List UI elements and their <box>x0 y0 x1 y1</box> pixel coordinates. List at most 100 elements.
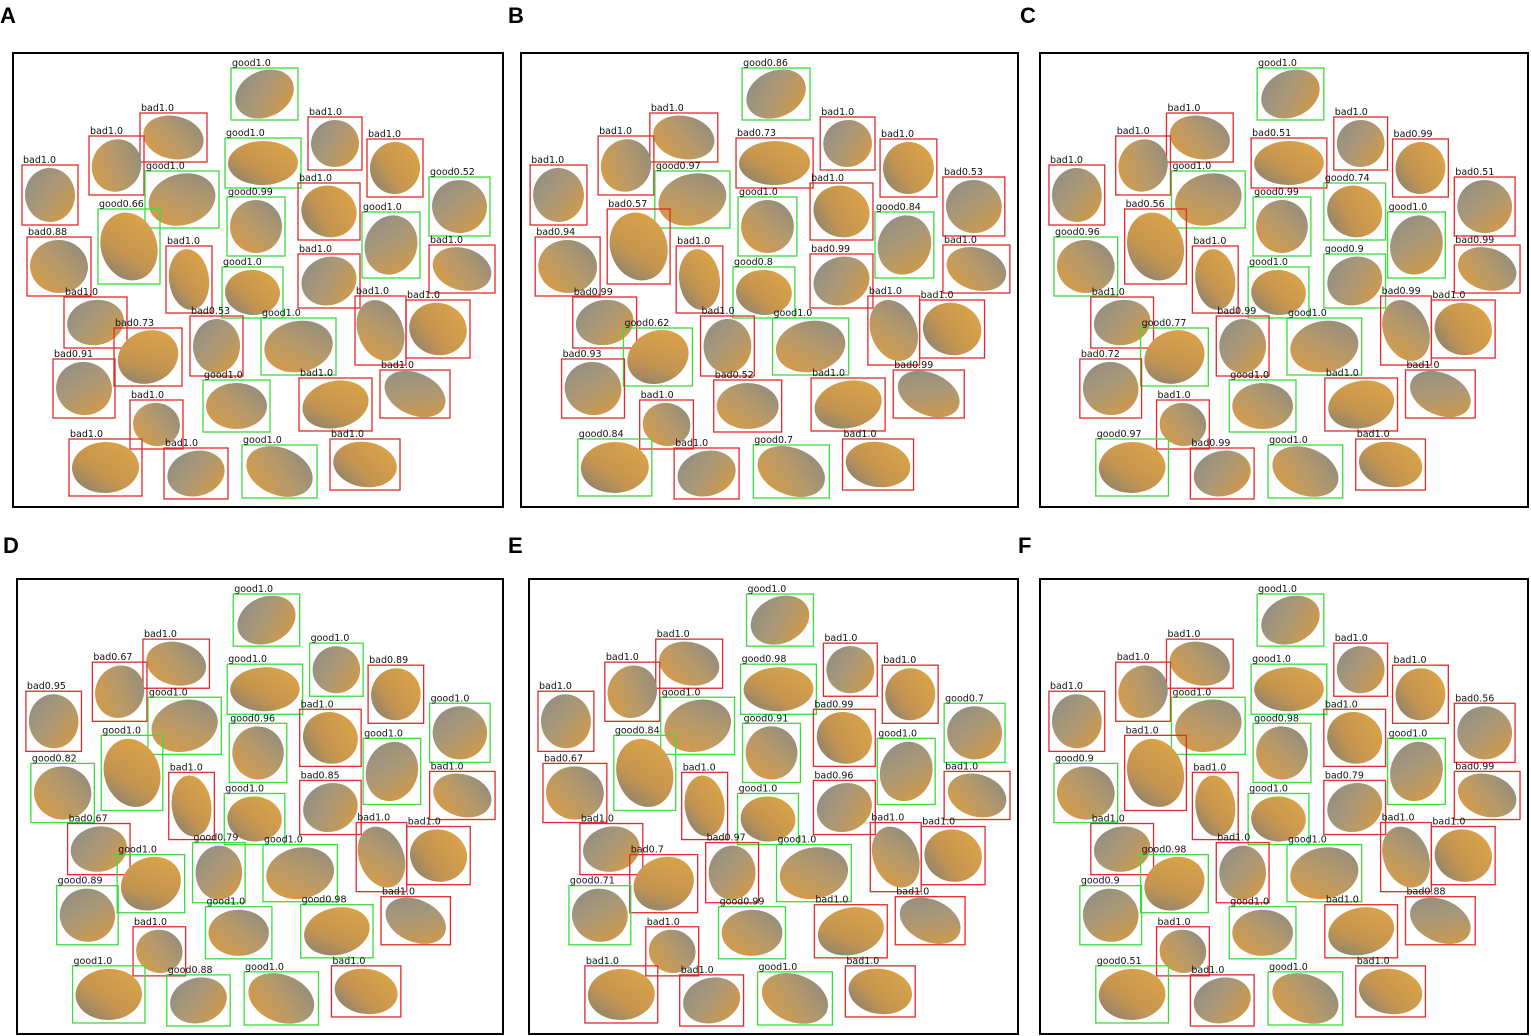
detection-label: good0.9 <box>1325 244 1364 255</box>
detection-label: good0.84 <box>579 429 624 440</box>
kernel-detection: bad1.0 <box>1355 956 1427 1018</box>
kernel <box>741 200 794 253</box>
detection-box <box>819 116 876 171</box>
kernel <box>922 302 982 356</box>
kernel <box>945 179 1002 234</box>
detection-label: good0.84 <box>615 725 660 736</box>
detection-label: good1.0 <box>228 654 267 665</box>
detection-box <box>1391 138 1449 198</box>
detection-label: good1.0 <box>364 728 403 739</box>
detection-box <box>1139 327 1209 387</box>
detection-box <box>1404 896 1476 946</box>
detection-label: bad1.0 <box>170 762 203 773</box>
detection-label: bad1.0 <box>581 814 614 825</box>
detection-box <box>675 245 724 314</box>
kernel-detection: bad0.53 <box>942 167 1006 237</box>
kernel-detection: bad1.0 <box>681 762 729 841</box>
kernel-detection: bad1.0 <box>943 761 1011 821</box>
detection-box <box>1115 661 1172 722</box>
detection-box <box>52 358 116 419</box>
detection-box <box>330 965 402 1018</box>
kernel <box>1256 726 1308 780</box>
detection-label: good1.0 <box>363 202 402 213</box>
kernel <box>899 897 961 944</box>
kernel <box>814 380 882 429</box>
detection-box <box>537 690 595 753</box>
kernel-detection: good1.0 <box>308 633 364 697</box>
detection-box <box>1252 722 1312 784</box>
detection-label: good1.0 <box>232 58 271 69</box>
detection-label: good1.0 <box>759 962 798 973</box>
detection-label: bad0.95 <box>27 681 66 692</box>
kernel <box>302 711 358 764</box>
detection-label: bad0.99 <box>811 244 850 255</box>
detection-box <box>654 170 731 229</box>
kernel-detection: bad1.0 <box>63 287 128 349</box>
detection-label: bad0.93 <box>563 349 602 360</box>
kernel-detection: bad1.0 <box>330 956 402 1018</box>
detection-label: good1.0 <box>1258 584 1297 595</box>
kernel <box>775 320 846 373</box>
detection-label: bad0.67 <box>93 652 132 663</box>
kernel-detection: bad1.0 <box>1324 368 1399 432</box>
detection-box <box>881 664 939 724</box>
kernel-detection: bad0.99 <box>1453 761 1521 821</box>
detection-box <box>428 176 491 237</box>
detection-box <box>1079 885 1143 946</box>
detection-label: bad1.0 <box>586 956 619 967</box>
detection-box <box>613 734 677 812</box>
kernel <box>364 215 418 275</box>
kernel <box>103 738 161 807</box>
detection-label: bad0.99 <box>1217 306 1256 317</box>
detection-label: good1.0 <box>431 693 470 704</box>
detection-label: bad0.56 <box>1455 693 1494 704</box>
kernel-detection: bad1.0 <box>21 155 79 226</box>
detection-box <box>629 853 699 914</box>
kernel <box>1251 796 1306 842</box>
kernel <box>708 845 756 900</box>
detection-label: good1.0 <box>234 584 273 595</box>
detection-label: bad1.0 <box>356 286 389 297</box>
detection-box <box>129 399 184 450</box>
detection-label: good0.79 <box>194 833 239 844</box>
kernel-detection: bad1.0 <box>1323 699 1387 768</box>
detection-box <box>1247 792 1310 846</box>
kernel-detection: bad0.95 <box>25 681 83 753</box>
kernel <box>409 829 468 882</box>
kernel <box>195 845 243 900</box>
detection-box <box>97 208 161 285</box>
detection-label: bad1.0 <box>821 107 854 118</box>
detection-box <box>428 244 496 294</box>
kernel-detection: bad1.0 <box>428 235 496 294</box>
detection-box <box>739 663 818 715</box>
kernel-detection: good0.77 <box>1139 318 1209 387</box>
detection-box <box>329 438 401 491</box>
detection-box <box>1404 369 1476 419</box>
kernel-detection: bad1.0 <box>1404 360 1476 419</box>
kernel <box>1256 200 1308 253</box>
kernel <box>1056 239 1115 294</box>
detection-box <box>406 825 471 886</box>
detection-label: good1.0 <box>1252 654 1291 665</box>
detection-box <box>1323 779 1387 836</box>
kernel <box>167 450 225 497</box>
kernel-detection: good1.0 <box>1267 962 1344 1026</box>
detection-label: bad0.67 <box>69 814 108 825</box>
panel-letter: C <box>1020 3 1036 28</box>
detection-box <box>699 315 755 377</box>
kernel <box>24 168 76 222</box>
detection-box <box>822 642 878 697</box>
detection-label: good1.0 <box>118 845 157 856</box>
detection-box <box>1228 906 1297 960</box>
kernel-detection: good0.97 <box>654 161 731 229</box>
detection-label: good0.96 <box>230 713 275 724</box>
kernel <box>432 247 492 291</box>
kernel <box>736 269 792 316</box>
kernel <box>356 300 405 361</box>
kernel-detection: bad1.0 <box>879 129 938 198</box>
kernel-detection: bad1.0 <box>1155 917 1210 977</box>
kernel-detection: good0.84 <box>577 429 653 497</box>
